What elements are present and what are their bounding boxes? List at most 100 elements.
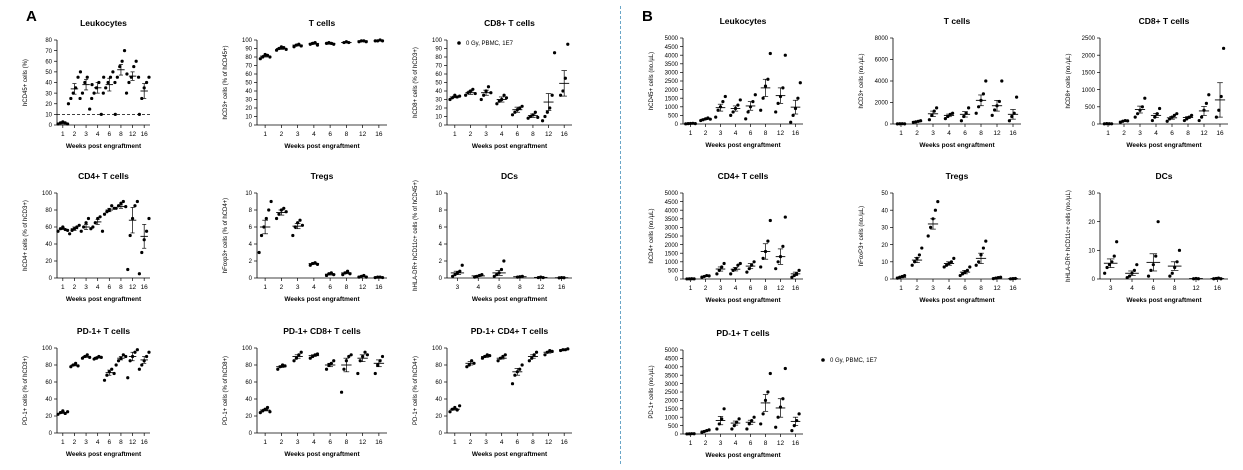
data-point (510, 113, 515, 117)
data-point (56, 229, 60, 233)
y-axis-label: hCD3+ cells (% of hCD45+) (223, 45, 229, 119)
data-point (768, 51, 772, 56)
data-point (112, 371, 116, 376)
y-tick-label: 90 (435, 47, 442, 53)
data-point (79, 229, 83, 233)
x-axis-label: Weeks post engraftment (705, 452, 781, 459)
data-point (1146, 274, 1151, 278)
chart-title: PD-1+ CD4+ T cells (471, 326, 549, 336)
data-point (715, 427, 719, 431)
data-point (1154, 254, 1158, 258)
y-tick-label: 50 (881, 191, 888, 197)
data-point (759, 108, 763, 112)
data-point (347, 354, 351, 359)
x-tick-label: 16 (561, 439, 569, 446)
data-point (100, 229, 105, 233)
data-point (122, 49, 127, 53)
x-tick-label: 6 (108, 284, 112, 291)
x-tick-label: 6 (516, 439, 520, 446)
data-point (124, 91, 129, 95)
x-tick-label: 4 (734, 440, 738, 447)
data-point (257, 250, 261, 255)
data-point (90, 83, 94, 87)
data-point (533, 110, 537, 114)
data-point (356, 371, 360, 376)
data-point (464, 93, 468, 97)
data-point (977, 260, 981, 264)
y-tick-label: 40 (435, 89, 442, 95)
y-tick-label: 2 (439, 259, 443, 265)
data-point (121, 199, 125, 204)
data-point (920, 246, 924, 250)
y-tick-label: 60 (245, 72, 252, 78)
data-point (722, 261, 726, 266)
x-axis-label: Weeks post engraftment (472, 143, 548, 150)
data-point (137, 367, 141, 371)
y-tick-label: 3000 (665, 71, 679, 77)
x-tick-label: 16 (375, 131, 383, 138)
x-tick-label: 4 (312, 284, 316, 291)
y-tick-label: 10 (1088, 249, 1095, 255)
data-point (479, 97, 483, 102)
y-tick-label: 8 (439, 208, 443, 214)
data-point (92, 357, 96, 361)
y-tick-label: 3000 (665, 226, 679, 232)
x-tick-label: 4 (500, 439, 504, 446)
data-point (135, 199, 139, 204)
x-axis-label: Weeks post engraftment (284, 143, 360, 150)
data-point (917, 253, 922, 257)
data-point (70, 228, 74, 232)
data-point (548, 106, 552, 110)
y-tick-label: 4500 (665, 45, 679, 51)
legend-marker (821, 358, 825, 362)
x-tick-label: 8 (764, 130, 768, 137)
x-tick-label: 3 (719, 130, 723, 137)
data-point (1219, 94, 1223, 99)
y-tick-label: 60 (45, 380, 52, 386)
x-tick-label: 8 (119, 131, 123, 138)
data-point (543, 114, 547, 119)
x-tick-label: 3 (84, 131, 88, 138)
data-point (1197, 118, 1201, 123)
data-point (119, 201, 123, 205)
y-tick-label: 1000 (1082, 88, 1096, 94)
y-tick-label: 500 (1085, 105, 1096, 111)
data-point (133, 204, 137, 208)
data-point (527, 359, 531, 363)
data-point (66, 228, 70, 232)
y-tick-label: 0 (49, 276, 53, 282)
data-point (722, 407, 726, 411)
data-point (1182, 118, 1186, 123)
data-point (124, 205, 128, 209)
data-point (730, 427, 734, 431)
data-point (693, 122, 697, 126)
chart-13: CD4+ T cells0500100015002000250030003500… (649, 171, 803, 304)
x-tick-label: 4 (1154, 130, 1158, 137)
x-tick-label: 12 (129, 284, 137, 291)
data-point (974, 263, 978, 267)
data-point (942, 265, 946, 269)
data-point (699, 118, 703, 123)
data-point (144, 229, 149, 233)
panel-divider (620, 6, 621, 464)
data-point (66, 410, 70, 414)
y-tick-label: 80 (45, 363, 52, 369)
x-axis-label: Weeks post engraftment (1126, 142, 1202, 149)
x-axis-label: Weeks post engraftment (705, 142, 781, 149)
y-axis-label: hCD3+ cells (no./µL) (859, 54, 865, 109)
data-point (448, 410, 452, 414)
y-tick-label: 4500 (665, 200, 679, 206)
y-tick-label: 10 (435, 115, 442, 121)
chart-title: CD8+ T cells (1139, 16, 1190, 26)
x-tick-label: 4 (947, 285, 951, 292)
panel-letter-a: A (26, 8, 37, 25)
data-point (1135, 263, 1139, 267)
data-point (1170, 271, 1174, 275)
x-tick-label: 3 (719, 285, 723, 292)
data-point (1168, 274, 1172, 278)
y-tick-label: 2500 (1082, 36, 1096, 42)
y-tick-label: 6000 (875, 58, 889, 64)
